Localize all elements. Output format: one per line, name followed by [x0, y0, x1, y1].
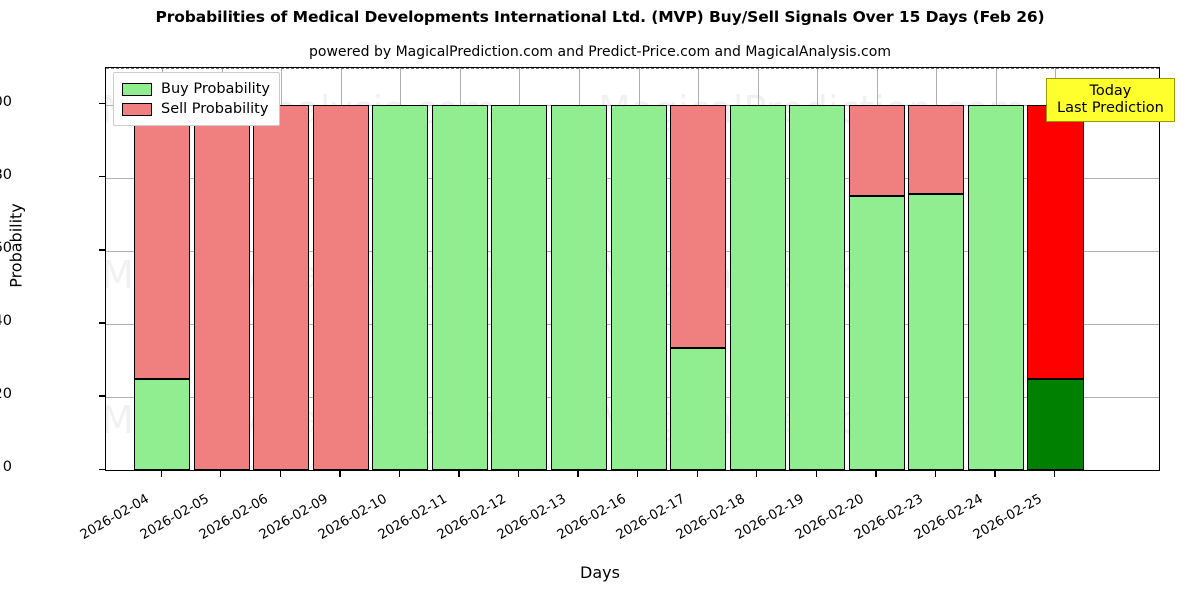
y-axis-tick-label: 0 [2, 459, 12, 475]
bar-2026-02-24[interactable] [967, 104, 1024, 470]
legend-item-sell: Sell Probability [122, 99, 270, 119]
x-axis-tick-mark [756, 471, 758, 477]
x-axis-tick-mark [458, 471, 460, 477]
y-axis-tick-mark [99, 395, 105, 397]
plot-area: MagicalAnalysis.comMagicalPrediction.com… [105, 67, 1160, 471]
bar-segment-buy [848, 195, 905, 470]
y-axis-tick-mark [99, 249, 105, 251]
reference-line [106, 68, 1159, 69]
bar-segment-buy [134, 378, 191, 470]
x-axis-tick-mark [875, 471, 877, 477]
bar-segment-buy [431, 104, 488, 470]
x-axis-tick-mark [934, 471, 937, 477]
bar-segment-buy [967, 104, 1024, 470]
bar-segment-sell [848, 104, 905, 196]
bar-segment-buy [550, 104, 607, 470]
y-axis-tick-label: 80 [0, 166, 12, 183]
y-axis-tick-label: 100 [0, 93, 12, 110]
bar-2026-02-13[interactable] [550, 104, 607, 470]
x-axis-tick-mark [994, 471, 996, 477]
bar-segment-sell [134, 104, 191, 379]
bar-segment-buy [908, 194, 965, 470]
bar-2026-02-17[interactable] [670, 104, 727, 470]
x-axis-tick-mark [1053, 471, 1056, 477]
x-axis-label: Days [580, 563, 620, 582]
bar-2026-02-04[interactable] [134, 104, 191, 470]
x-axis-tick-mark [160, 471, 162, 477]
y-axis-tick-label: 20 [0, 385, 12, 402]
bar-2026-02-10[interactable] [372, 104, 429, 470]
bar-2026-02-12[interactable] [491, 104, 548, 470]
bar-2026-02-16[interactable] [610, 104, 667, 470]
gridline-horizontal [106, 470, 1159, 471]
y-axis-tick-label: 40 [0, 312, 12, 329]
bar-segment-sell [253, 104, 310, 470]
bar-2026-02-19[interactable] [789, 104, 846, 470]
legend-label-sell: Sell Probability [161, 101, 269, 117]
bar-segment-sell [670, 104, 727, 348]
legend-label-buy: Buy Probability [161, 81, 270, 97]
bar-2026-02-20[interactable] [848, 104, 905, 470]
bar-segment-buy [729, 104, 786, 470]
legend-item-buy: Buy Probability [122, 79, 270, 99]
today-annotation-line1: Today [1089, 83, 1132, 99]
chart-title: Probabilities of Medical Developments In… [155, 8, 1045, 26]
bar-segment-buy [610, 104, 667, 470]
y-axis-tick-mark [99, 176, 105, 178]
bar-segment-sell [1027, 104, 1084, 379]
x-axis-tick-mark [517, 471, 520, 477]
bar-2026-02-25[interactable] [1027, 104, 1084, 470]
chart-legend: Buy Probability Sell Probability [113, 72, 280, 126]
today-annotation-line2: Last Prediction [1057, 99, 1164, 116]
bar-2026-02-23[interactable] [908, 104, 965, 470]
x-axis-tick-mark [815, 471, 818, 477]
x-axis-tick-mark [577, 471, 579, 477]
bar-2026-02-18[interactable] [729, 104, 786, 470]
bar-2026-02-11[interactable] [431, 104, 488, 470]
bar-segment-sell [312, 104, 369, 470]
bar-segment-buy [789, 104, 846, 470]
bar-segment-sell [908, 104, 965, 195]
y-axis-label: Probability [6, 203, 26, 288]
y-axis-tick-mark [99, 322, 105, 324]
bar-2026-02-06[interactable] [253, 104, 310, 470]
y-axis-tick-mark [99, 103, 105, 105]
bar-segment-buy [491, 104, 548, 470]
bar-segment-buy [1027, 378, 1084, 470]
x-axis-tick-mark [220, 471, 222, 477]
legend-swatch-buy [122, 82, 152, 96]
legend-swatch-sell [122, 102, 152, 116]
bar-2026-02-09[interactable] [312, 104, 369, 470]
x-axis-tick-mark [637, 471, 639, 477]
x-axis-tick-mark [339, 471, 341, 477]
y-axis-tick-mark [99, 468, 105, 470]
x-axis-tick-mark [398, 471, 401, 477]
y-axis-tick-label: 60 [0, 239, 12, 256]
bar-segment-buy [372, 104, 429, 470]
today-annotation: Today Last Prediction [1046, 78, 1175, 123]
bar-segment-buy [670, 347, 727, 470]
bar-segment-sell [193, 104, 250, 470]
x-axis-tick-mark [279, 471, 281, 477]
chart-subtitle: powered by MagicalPrediction.com and Pre… [309, 44, 891, 60]
x-axis-tick-mark [696, 471, 698, 477]
bar-2026-02-05[interactable] [193, 104, 250, 470]
